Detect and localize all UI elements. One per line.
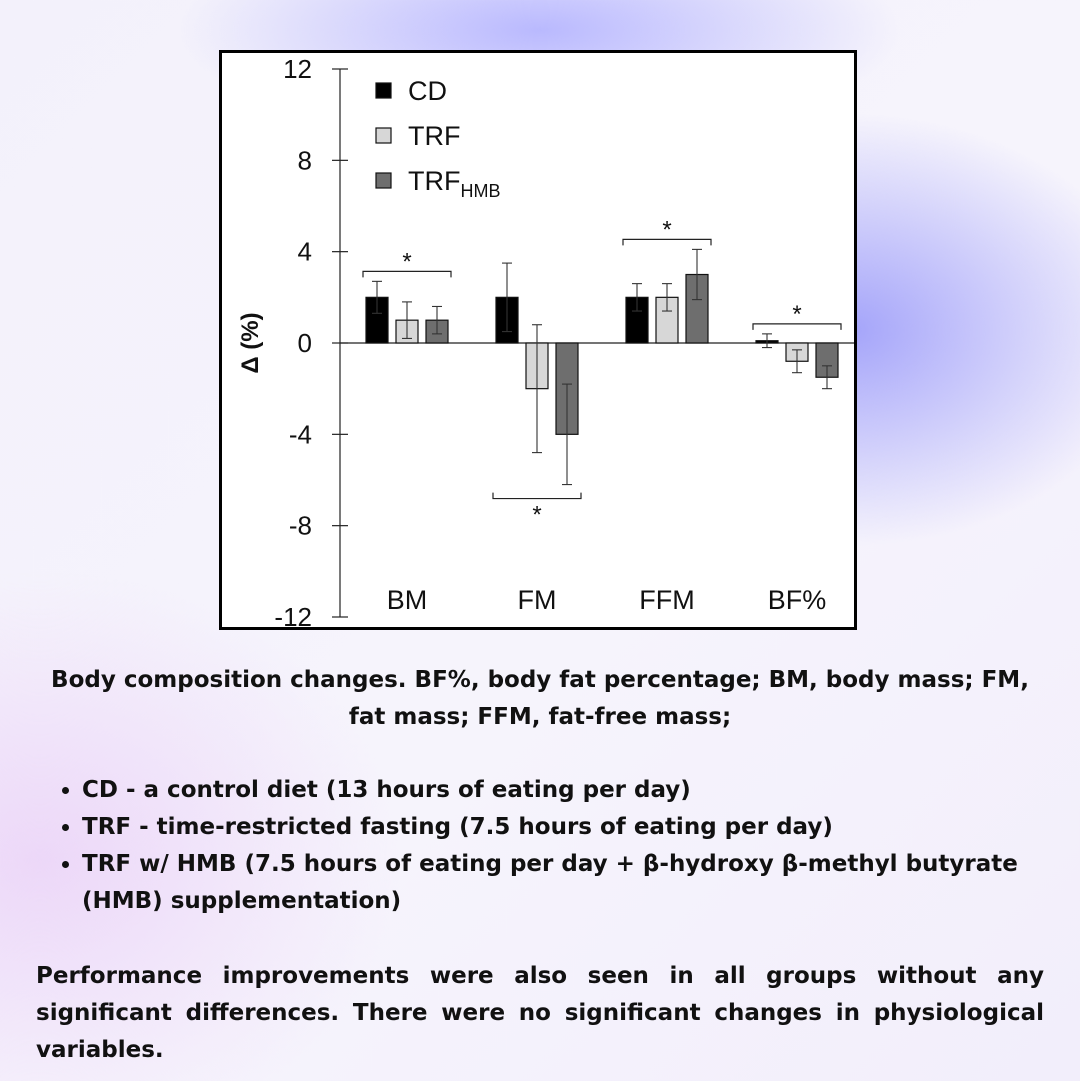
list-item-trf-hmb: TRF w/ HMB (7.5 hours of eating per day …	[82, 846, 1080, 920]
bar-chart: 12 8 4 0 -4 -8 -12 Δ (%) BM FM FFM BF% * * * * CD TRF TRFH…	[237, 54, 854, 627]
y-tick-label: -8	[289, 511, 312, 541]
y-tick-label: -12	[274, 602, 312, 627]
significance-marker: *	[792, 301, 801, 328]
legend-swatch-CD	[375, 82, 392, 99]
legend-label: TRF	[408, 121, 460, 151]
legend-label: TRFHMB	[408, 166, 500, 201]
significance-marker: *	[662, 216, 671, 243]
list-item-cd: CD - a control diet (13 hours of eating …	[82, 772, 1080, 809]
list-item-trf: TRF - time-restricted fasting (7.5 hours…	[82, 809, 1080, 846]
significance-marker: *	[532, 502, 541, 529]
legend-swatch-TRF	[375, 127, 392, 144]
significance-bracket	[752, 323, 842, 330]
y-tick-label: 4	[298, 237, 312, 267]
significance-bracket	[492, 492, 582, 500]
legend-label: CD	[408, 76, 447, 106]
chart-panel: 12 8 4 0 -4 -8 -12 Δ (%) BM FM FFM BF% * * * * CD TRF TRFH…	[219, 50, 857, 630]
y-tick-label: 0	[298, 328, 312, 358]
legend-label-subscript: HMB	[460, 181, 500, 201]
y-tick-label: 8	[298, 145, 312, 175]
legend-swatch-TRFHMB	[375, 172, 392, 189]
significance-marker: *	[402, 248, 411, 275]
group-definitions-list: CD - a control diet (13 hours of eating …	[40, 772, 1080, 920]
x-category-label: FM	[518, 585, 557, 615]
y-tick-label: 12	[283, 54, 312, 84]
y-tick-label: -4	[289, 419, 312, 449]
x-category-label: BF%	[768, 585, 827, 615]
significance-bracket	[622, 238, 712, 246]
x-category-label: FFM	[639, 585, 694, 615]
results-note: Performance improvements were also seen …	[36, 963, 1044, 1063]
x-category-label: BM	[387, 585, 428, 615]
significance-bracket	[362, 270, 452, 278]
y-axis-label: Δ (%)	[237, 312, 264, 373]
figure-caption: Body composition changes. BF%, body fat …	[51, 667, 1029, 730]
